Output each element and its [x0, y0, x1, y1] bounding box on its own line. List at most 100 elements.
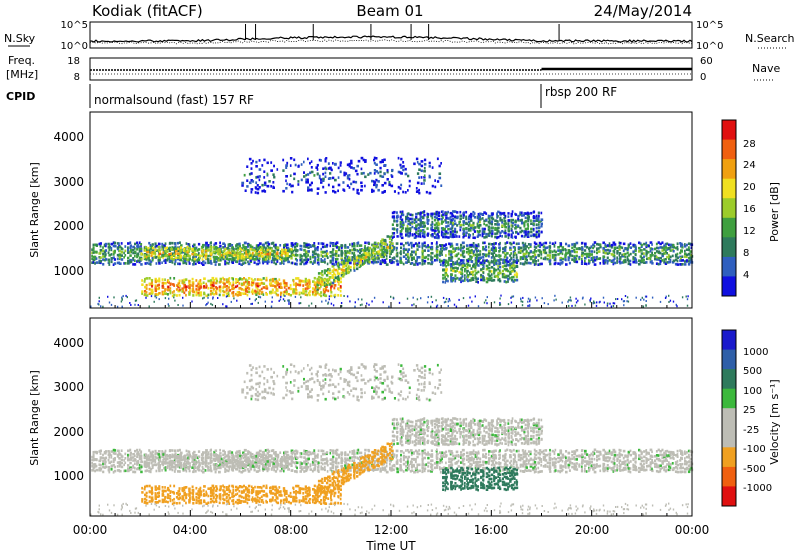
power-cell-1665 — [626, 251, 629, 254]
velocity-cell-432 — [228, 451, 231, 455]
power-cell-3779 — [273, 164, 275, 168]
power-cell-1934 — [173, 247, 176, 250]
power-cell-1952 — [183, 254, 185, 258]
power-cell-1214 — [479, 256, 482, 259]
power-cell-1691 — [634, 244, 637, 247]
power-cell-3538 — [460, 280, 462, 284]
power-cell-2554 — [295, 282, 298, 285]
power-cell-2665 — [339, 277, 342, 280]
power-cell-127 — [129, 241, 132, 244]
power-cell-2158 — [141, 279, 144, 282]
power-cell-1697 — [638, 262, 641, 266]
power-cell-1248 — [492, 254, 495, 258]
power-cell-1960 — [186, 250, 189, 254]
power-ground-61 — [203, 296, 205, 299]
power-cell-2916 — [400, 212, 404, 215]
power-cell-762 — [332, 253, 335, 256]
power-cell-3180 — [465, 227, 468, 230]
power-cell-685 — [307, 250, 310, 253]
power-cell-1771 — [661, 252, 665, 256]
power-cell-823 — [351, 248, 354, 252]
power-cell-40 — [102, 252, 105, 256]
power-cell-3220 — [476, 235, 479, 238]
power-cell-1336 — [519, 251, 522, 254]
power-cell-2697 — [327, 271, 329, 274]
power-cell-1910 — [158, 252, 162, 256]
power-cell-1152 — [460, 243, 463, 247]
power-cell-3197 — [468, 222, 471, 226]
power-cell-2568 — [302, 284, 305, 287]
power-cell-2807 — [366, 253, 370, 256]
power-cell-966 — [396, 263, 400, 266]
velocity-cell-232 — [164, 468, 167, 472]
power-cell-822 — [351, 251, 354, 255]
power-cell-2204 — [158, 277, 161, 281]
power-cell-1360 — [525, 251, 528, 255]
power-ground-195 — [436, 304, 439, 307]
power-cell-2557 — [296, 277, 300, 280]
power-cell-1062 — [427, 244, 429, 247]
power-cell-244 — [168, 255, 171, 259]
power-cell-1761 — [657, 246, 660, 250]
power-cell-2752 — [346, 267, 349, 270]
power-cell-3433 — [530, 219, 532, 222]
power-cell-2739 — [342, 273, 346, 276]
power-cell-346 — [202, 260, 205, 263]
power-cell-2149 — [288, 255, 292, 258]
power-cell-2398 — [236, 294, 239, 297]
power-cell-1057 — [427, 262, 430, 265]
power-cell-2087 — [255, 257, 258, 260]
power-cell-120 — [127, 242, 130, 245]
power-cell-1505 — [573, 245, 576, 248]
power-cell-2527 — [283, 290, 287, 294]
velocity-cell-73 — [112, 460, 115, 464]
velocity-cell-413 — [224, 463, 227, 466]
power-cell-3202 — [470, 224, 473, 227]
power-cell-1335 — [519, 256, 523, 259]
power-cell-1347 — [522, 248, 525, 251]
power-cell-2733 — [340, 261, 343, 264]
power-cell-999 — [407, 259, 410, 262]
power-cell-3729 — [248, 181, 252, 185]
power-cell-269 — [174, 242, 177, 245]
power-cell-2669 — [316, 280, 319, 283]
power-cell-745 — [326, 256, 329, 259]
velocity-cell-116 — [127, 464, 130, 467]
power-cell-1143 — [457, 257, 460, 261]
power-cell-2729 — [337, 261, 340, 265]
power-cell-2675 — [317, 272, 321, 275]
power-cell-3727 — [246, 179, 249, 182]
power-cell-1276 — [499, 254, 502, 258]
power-cell-3670 — [501, 269, 504, 273]
power-cell-1868 — [689, 250, 692, 253]
power-cell-1937 — [174, 249, 178, 253]
power-cell-388 — [214, 242, 218, 245]
velocity-cell-188 — [149, 470, 152, 474]
power-cell-1251 — [492, 246, 494, 249]
power-ground-60 — [411, 304, 413, 307]
power-cell-3721 — [515, 261, 518, 264]
power-cell-1920 — [164, 249, 167, 253]
power-cell-3835 — [316, 172, 319, 175]
power-cell-1324 — [515, 258, 519, 262]
power-cell-659 — [300, 258, 303, 261]
power-cell-1563 — [593, 258, 597, 262]
velocity-cell-184 — [148, 463, 150, 466]
power-cell-2636 — [327, 277, 330, 281]
power-cell-2267 — [185, 288, 188, 292]
power-cell-3471 — [538, 211, 540, 215]
power-cell-1583 — [602, 258, 605, 261]
power-cell-2754 — [346, 259, 349, 262]
power-cell-1047 — [421, 246, 424, 250]
power-ground-225 — [577, 299, 579, 302]
power-cell-725 — [320, 247, 323, 251]
power-cell-3410 — [524, 227, 528, 231]
power-cell-1716 — [643, 255, 645, 258]
power-cell-58 — [108, 263, 111, 266]
power-cell-3938 — [375, 178, 378, 182]
power-cell-2881 — [393, 227, 395, 230]
power-cell-3005 — [423, 233, 426, 236]
velocity-cell-364 — [207, 462, 210, 465]
power-cell-3257 — [485, 232, 488, 236]
power-cell-2806 — [366, 258, 369, 262]
